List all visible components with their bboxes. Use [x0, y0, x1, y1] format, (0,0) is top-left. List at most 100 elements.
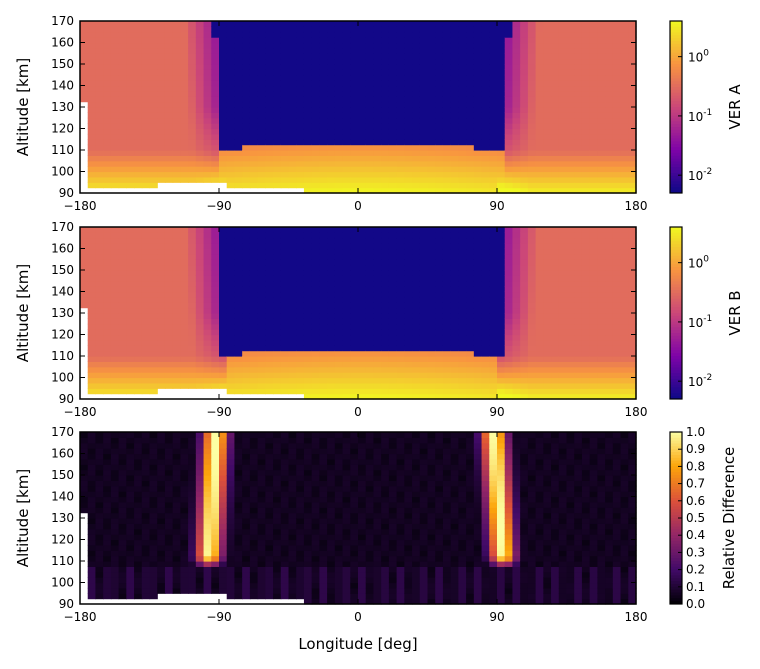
heatmap-cell [103, 518, 112, 524]
heatmap-cell [219, 302, 228, 309]
heatmap-cell [110, 253, 120, 260]
heatmap-cell [303, 42, 313, 49]
heatmap-cell [149, 280, 158, 287]
heatmap-cell [419, 264, 429, 271]
heatmap-cell [404, 182, 413, 189]
heatmap-cell [141, 80, 151, 87]
heatmap-cell [597, 64, 606, 70]
heatmap-cell [412, 227, 421, 233]
heatmap-cell [141, 139, 151, 146]
heatmap-cell [388, 350, 398, 357]
heatmap-cell [134, 47, 143, 54]
heatmap-cell [365, 112, 375, 119]
heatmap-cell [95, 566, 104, 573]
heatmap-cell [334, 96, 344, 103]
heatmap-cell [188, 176, 197, 183]
heatmap-cell [288, 112, 297, 119]
heatmap-cell [334, 58, 344, 65]
heatmap-cell [141, 382, 151, 389]
heatmap-cell [612, 58, 622, 65]
heatmap-cell [442, 372, 452, 379]
heatmap-cell [620, 334, 629, 341]
heatmap-cell [164, 37, 174, 44]
heatmap-cell [535, 64, 544, 70]
heatmap-cell [149, 107, 158, 113]
heatmap-cell [257, 356, 266, 362]
heatmap-cell [466, 21, 475, 27]
heatmap-cell [164, 291, 174, 298]
heatmap-cell [157, 280, 166, 287]
heatmap-cell [543, 74, 552, 81]
heatmap-cell [466, 176, 475, 183]
heatmap-cell [87, 227, 97, 233]
heatmap-cell [141, 291, 151, 298]
heatmap-cell [296, 123, 305, 130]
heatmap-cell [249, 237, 259, 244]
heatmap-cell [157, 302, 166, 309]
heatmap-cell [80, 501, 89, 508]
heatmap-cell [327, 69, 336, 76]
heatmap-cell [589, 42, 598, 49]
heatmap-cell [381, 237, 390, 244]
heatmap-cell [118, 388, 127, 395]
heatmap-cell [520, 339, 529, 346]
heatmap-cell [419, 37, 429, 44]
heatmap-cell [164, 160, 174, 167]
heatmap-cell [226, 248, 236, 255]
heatmap-cell [412, 47, 421, 54]
heatmap-cell [574, 150, 583, 156]
heatmap-cell [110, 437, 120, 444]
heatmap-cell [334, 123, 344, 130]
heatmap-cell [164, 21, 174, 27]
heatmap-cell [118, 64, 127, 70]
heatmap-cell [280, 42, 290, 49]
heatmap-cell [273, 372, 282, 379]
heatmap-cell [358, 259, 367, 266]
heatmap-cell [373, 366, 382, 373]
heatmap-cell [373, 227, 382, 233]
heatmap-cell [388, 232, 398, 239]
heatmap-cell [303, 356, 313, 362]
heatmap-cell [597, 291, 606, 298]
heatmap-cell [118, 21, 127, 27]
heatmap-cell [566, 112, 575, 119]
heatmap-cell [195, 117, 205, 124]
colorbar-segment [670, 55, 682, 59]
heatmap-cell [257, 112, 266, 119]
heatmap-cell [126, 534, 135, 541]
heatmap-cell [95, 469, 104, 476]
heatmap-cell [628, 53, 637, 60]
heatmap-cell [280, 270, 290, 276]
heatmap-cell [543, 356, 552, 362]
heatmap-cell [95, 480, 104, 487]
heatmap-cell [504, 53, 514, 60]
heatmap-cell [134, 90, 143, 97]
heatmap-cell [303, 112, 313, 119]
heatmap-cell [288, 232, 297, 239]
heatmap-cell [419, 361, 429, 368]
heatmap-cell [396, 80, 405, 87]
heatmap-cell [589, 123, 598, 130]
heatmap-cell [103, 339, 112, 346]
heatmap-cell [419, 58, 429, 65]
heatmap-cell [319, 377, 328, 384]
heatmap-cell [435, 69, 444, 76]
heatmap-cell [334, 90, 344, 97]
heatmap-cell [581, 350, 591, 357]
heatmap-cell [226, 101, 236, 108]
heatmap-cell [458, 96, 467, 103]
heatmap-cell [527, 264, 537, 271]
heatmap-cell [628, 101, 637, 108]
heatmap-cell [458, 296, 467, 303]
heatmap-cell [628, 123, 637, 130]
heatmap-cell [311, 64, 320, 70]
heatmap-cell [273, 280, 282, 287]
heatmap-cell [280, 318, 290, 325]
heatmap-cell [110, 85, 120, 92]
heatmap-cell [427, 160, 436, 167]
heatmap-cell [388, 270, 398, 276]
heatmap-cell [203, 329, 212, 336]
heatmap-cell [334, 171, 344, 178]
heatmap-cell [512, 334, 521, 341]
heatmap-cell [257, 275, 266, 282]
